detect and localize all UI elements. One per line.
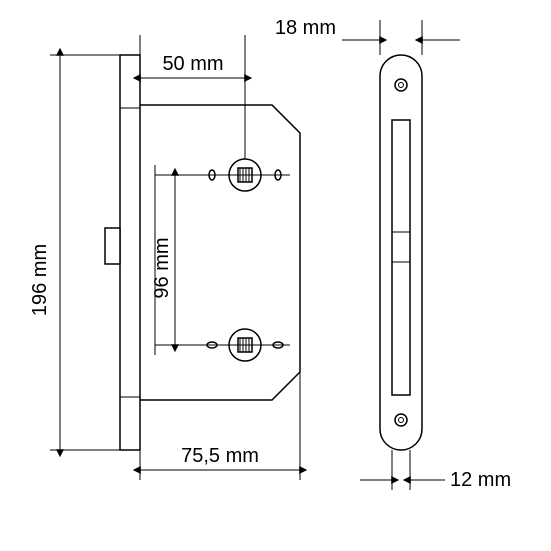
forend-strip (120, 55, 140, 450)
screw-hole-bottom (395, 414, 407, 426)
dim-label-50: 50 mm (162, 53, 223, 75)
forend-plate (380, 55, 422, 450)
dim-label-18: 18 mm (275, 17, 336, 39)
dim-label-196: 196 mm (29, 244, 51, 316)
dim-label-75-5: 75,5 mm (181, 445, 259, 467)
dim-label-12: 12 mm (450, 469, 511, 491)
latch-bolt (105, 228, 120, 264)
lock-diagram: 196 mm 50 mm 96 mm 75,5 mm 18 mm 12 mm (0, 0, 551, 551)
forend-inner (392, 120, 410, 395)
dim-label-96: 96 mm (151, 237, 173, 298)
screw-hole-top (395, 79, 407, 91)
